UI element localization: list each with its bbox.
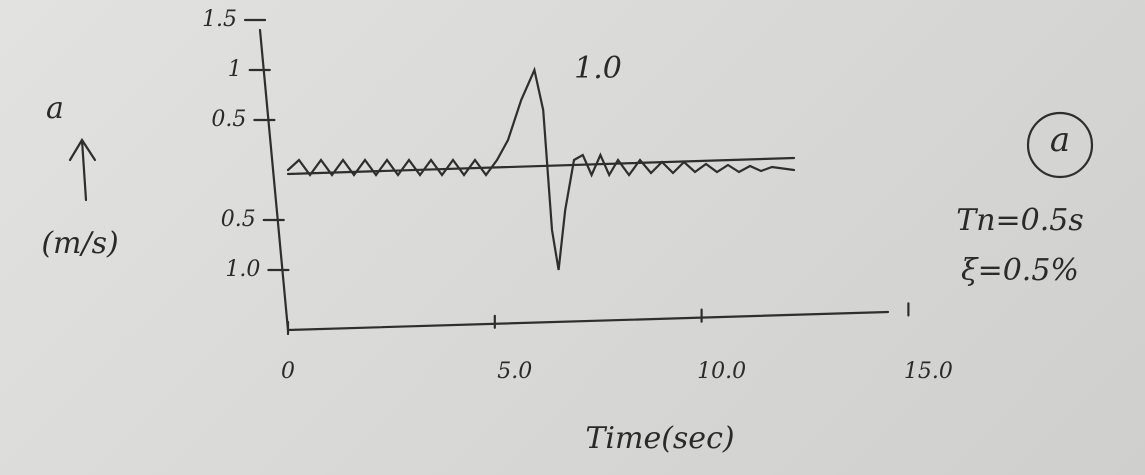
y-axis-unit: (m/s) bbox=[41, 226, 118, 261]
x-tick-label: 10.0 bbox=[697, 359, 746, 384]
x-axis bbox=[288, 312, 888, 330]
y-arrow bbox=[70, 140, 95, 200]
peak-annotation: 1.0 bbox=[574, 51, 622, 86]
x-tick-label: 15.0 bbox=[904, 359, 953, 384]
y-tick-label: 1 bbox=[228, 57, 242, 82]
damping-annotation: ξ=0.5% bbox=[961, 253, 1079, 288]
y-tick-label: 0.5 bbox=[221, 207, 256, 232]
y-axis-label: a bbox=[46, 91, 64, 126]
y-tick-label: 1.5 bbox=[202, 7, 237, 32]
y-tick-label: 1.0 bbox=[225, 257, 260, 282]
acceleration-line bbox=[288, 70, 794, 270]
y-axis bbox=[260, 30, 288, 330]
panel-label: a bbox=[1050, 120, 1070, 160]
x-tick-label: 0 bbox=[281, 359, 295, 384]
chart: a (m/s) Time(sec) 1.0 a Tn=0.5s ξ=0.5% 1… bbox=[0, 0, 1145, 475]
period-annotation: Tn=0.5s bbox=[956, 203, 1084, 238]
x-axis-label: Time(sec) bbox=[585, 421, 734, 456]
y-tick-label: 0.5 bbox=[211, 107, 246, 132]
x-tick-label: 5.0 bbox=[497, 359, 532, 384]
